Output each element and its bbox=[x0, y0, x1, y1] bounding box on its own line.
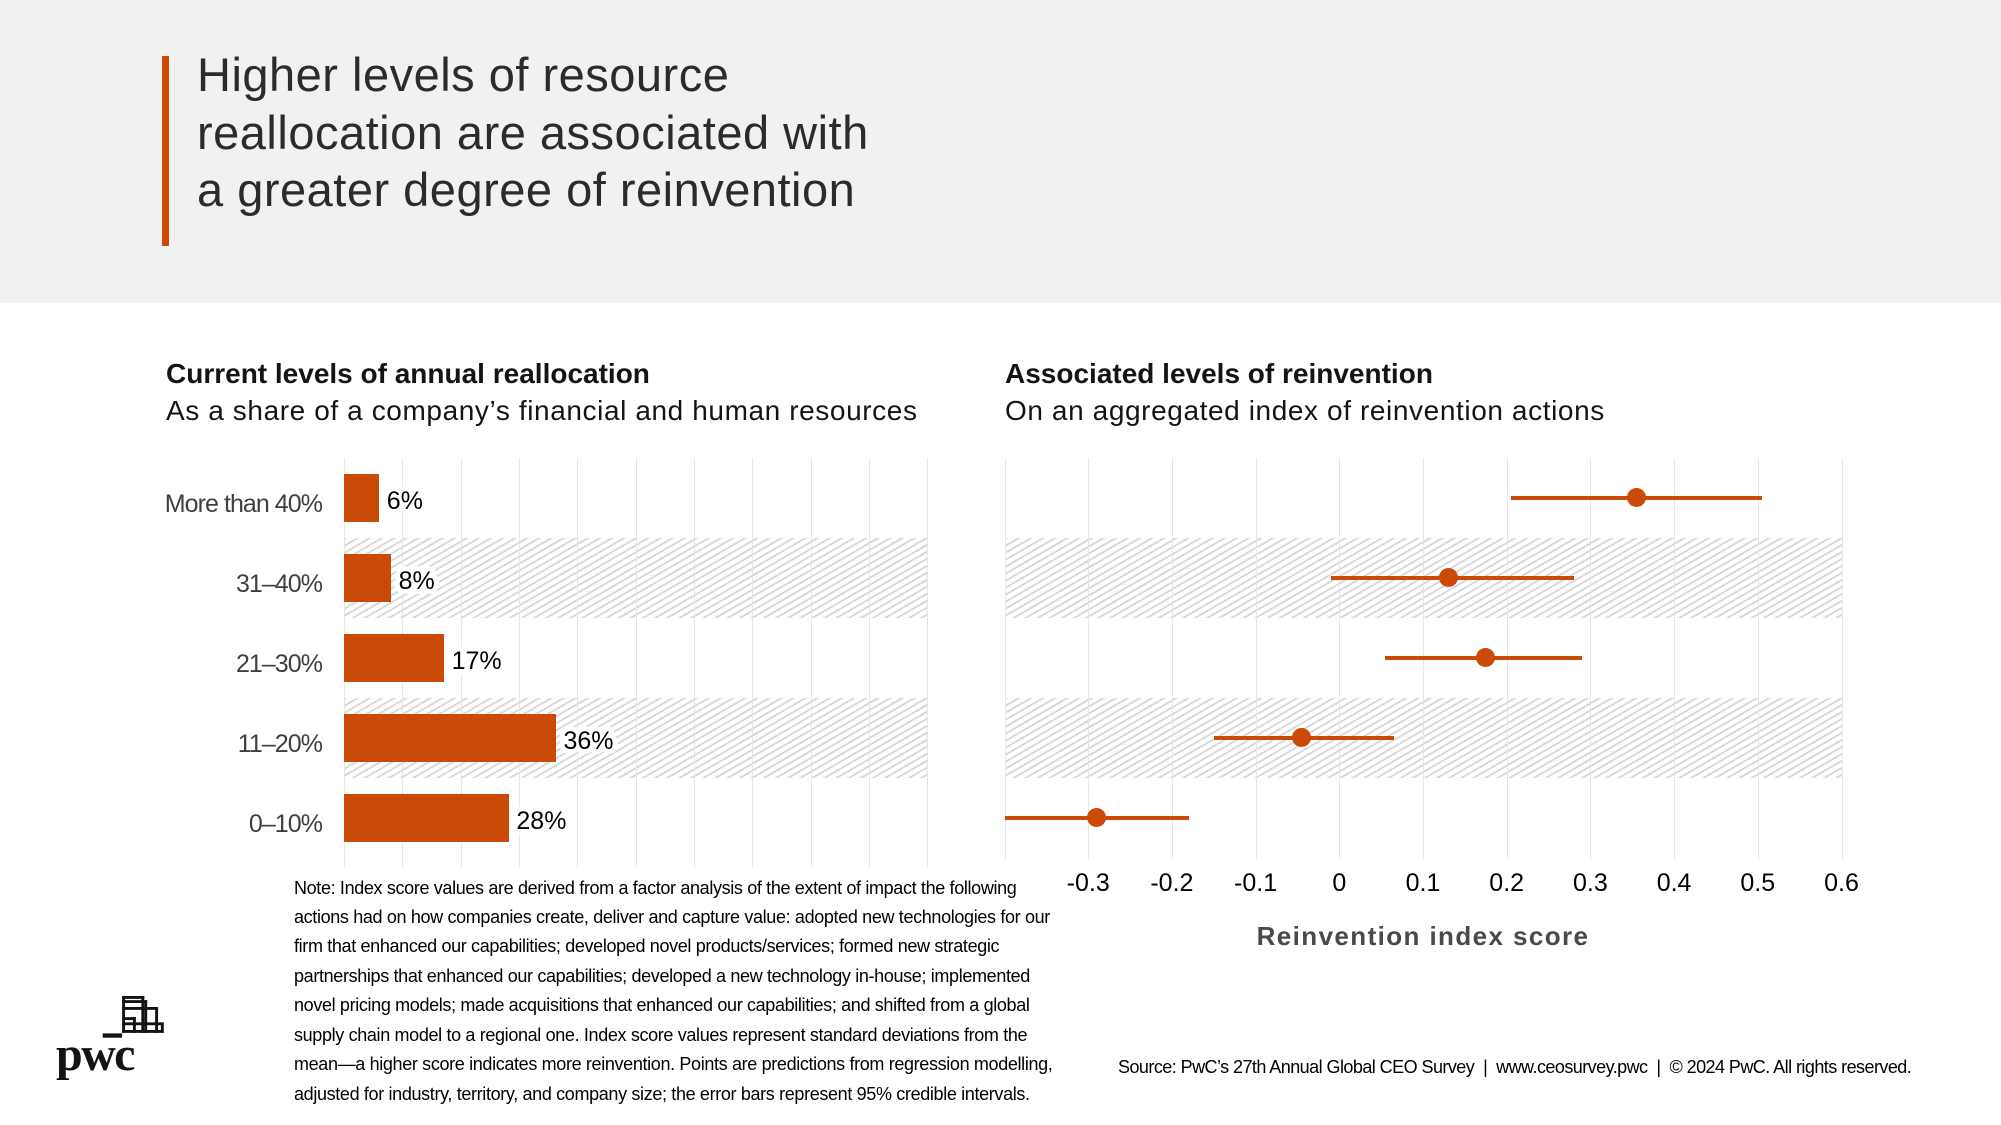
svg-text:8%: 8% bbox=[399, 567, 435, 595]
svg-text:17%: 17% bbox=[452, 647, 502, 675]
svg-text:28%: 28% bbox=[516, 807, 566, 835]
svg-text:6%: 6% bbox=[387, 487, 423, 515]
svg-text:36%: 36% bbox=[564, 727, 614, 755]
